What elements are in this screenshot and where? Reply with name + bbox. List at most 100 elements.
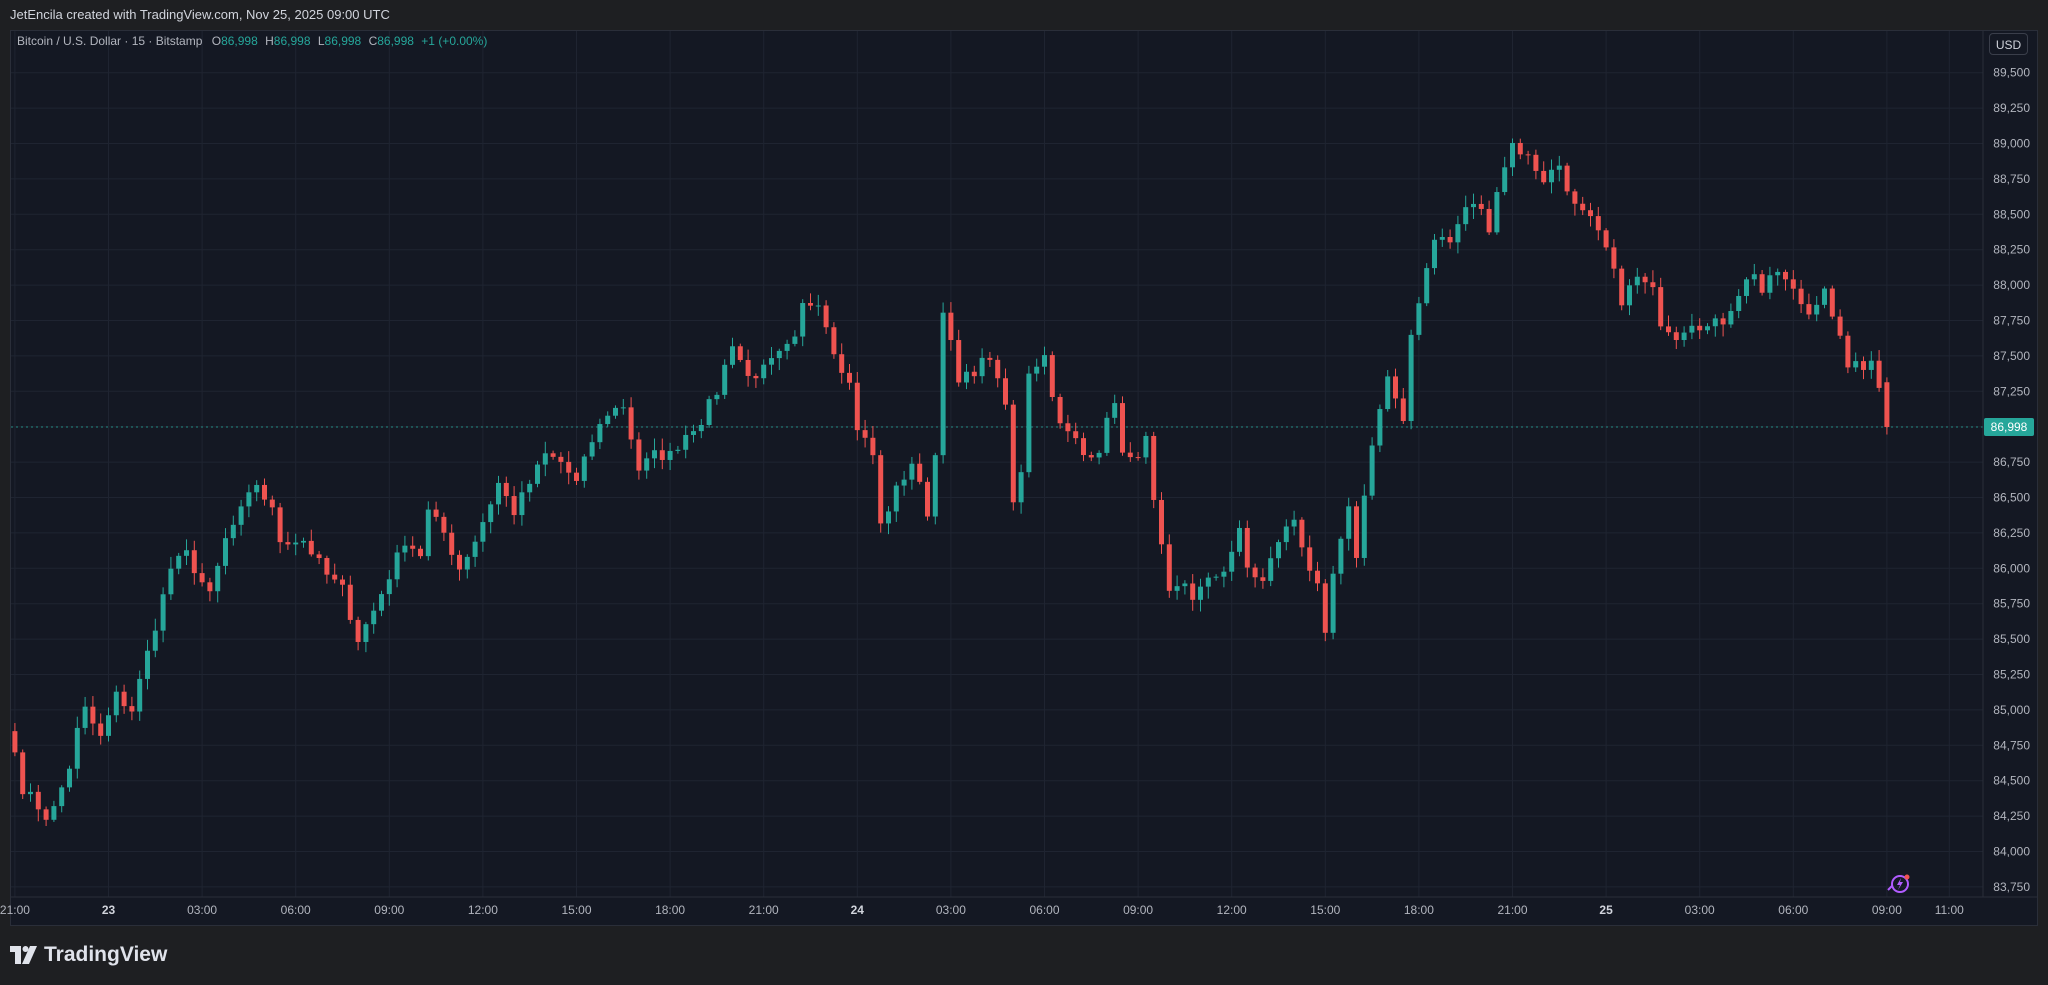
candle-body <box>1751 274 1757 280</box>
candle <box>207 577 213 602</box>
candle <box>1751 263 1757 286</box>
x-tick-label: 09:00 <box>1872 903 1902 917</box>
candle-body <box>324 558 330 575</box>
candle-body <box>1572 191 1578 204</box>
candle-body <box>1198 586 1203 600</box>
brand-logo[interactable]: TradingView <box>10 940 167 970</box>
symbol-title[interactable]: Bitcoin / U.S. Dollar · 15 · Bitstamp <box>17 34 203 48</box>
candle-body <box>878 455 884 524</box>
last-price-label: 86,998 <box>1984 417 2034 436</box>
candle-body <box>1580 203 1586 211</box>
candle <box>558 452 564 474</box>
candle-body <box>1619 268 1625 306</box>
candle <box>1369 437 1375 500</box>
candle <box>1354 501 1359 568</box>
candle-body <box>223 538 228 566</box>
ai-assistant-icon[interactable] <box>1886 872 1914 896</box>
candle <box>1868 351 1874 379</box>
candle <box>1829 285 1835 320</box>
candle-body <box>1393 376 1398 399</box>
candle <box>113 685 119 723</box>
candle-body <box>511 496 517 516</box>
candle <box>246 484 252 518</box>
candle-body <box>496 482 501 505</box>
x-tick-label: 12:00 <box>468 903 498 917</box>
candle-body <box>386 579 392 595</box>
candle-body <box>1853 361 1859 368</box>
candle-body <box>1252 567 1258 578</box>
candle <box>1299 517 1305 557</box>
candle <box>1806 293 1812 320</box>
candle-body <box>909 463 915 480</box>
candle-body <box>667 450 673 460</box>
candle <box>472 535 478 567</box>
tradingview-logo-icon <box>10 946 37 964</box>
candle-body <box>808 303 813 306</box>
candle-body <box>714 394 720 400</box>
candle <box>1127 442 1133 462</box>
candle-body <box>1143 435 1149 458</box>
candle-body <box>1205 577 1211 587</box>
candle <box>1018 464 1024 514</box>
candle-body <box>254 484 260 493</box>
candle <box>176 552 182 575</box>
candle <box>893 481 899 522</box>
candle <box>1619 265 1625 311</box>
candle <box>1603 228 1609 251</box>
time-axis[interactable]: 21:00 23 03:00 06:00 09:00 12:00 15:00 18:00 21:… <box>0 896 2037 917</box>
y-tick-label: 87,250 <box>1993 384 2030 398</box>
candle-body <box>1822 288 1827 305</box>
candle <box>644 452 650 479</box>
candle <box>1798 279 1804 313</box>
candle-body <box>893 485 899 512</box>
candle-body <box>558 456 564 462</box>
candle <box>230 515 236 546</box>
candle <box>519 481 525 526</box>
candle <box>106 707 111 742</box>
candle <box>293 533 299 556</box>
candle-body <box>1533 154 1539 171</box>
candle-body <box>418 548 423 557</box>
candle <box>909 456 915 490</box>
candle-body <box>932 455 938 517</box>
candle-body <box>152 630 158 651</box>
candle-body <box>1432 239 1437 269</box>
candle <box>1814 296 1820 322</box>
candle-body <box>1712 318 1718 327</box>
candle <box>160 587 166 643</box>
candle-body <box>98 723 104 736</box>
candle <box>1775 268 1781 286</box>
price-axis[interactable]: 89,500 89,250 89,000 88,750 88,500 88,250 88,0… <box>1982 31 2030 897</box>
x-tick-label: 06:00 <box>1029 903 1059 917</box>
candle-body <box>59 787 65 807</box>
candle-body <box>1744 279 1749 296</box>
candle <box>1861 356 1866 380</box>
candle <box>776 348 782 371</box>
candle <box>1065 414 1071 443</box>
candle-body <box>160 594 166 631</box>
candle-body <box>854 382 860 431</box>
candle <box>1190 574 1196 611</box>
candle <box>979 348 985 384</box>
candle <box>199 563 205 587</box>
symbol-legend[interactable]: Bitcoin / U.S. Dollar · 15 · Bitstamp O8… <box>17 34 487 48</box>
candle-body <box>823 305 829 328</box>
candle <box>1073 422 1079 445</box>
x-tick-label: 15:00 <box>561 903 591 917</box>
candle <box>1229 540 1235 581</box>
candle-body <box>1229 551 1235 572</box>
candle <box>1759 269 1765 296</box>
candle-body <box>129 706 135 712</box>
candle <box>589 434 595 461</box>
candle-body <box>1837 316 1843 336</box>
low-value: 86,998 <box>324 34 362 48</box>
x-tick-label: 21:00 <box>749 903 779 917</box>
candle-body <box>1322 583 1328 633</box>
candle <box>1502 156 1508 196</box>
candle-body <box>347 584 353 620</box>
candle <box>1697 318 1703 339</box>
candle <box>324 555 330 584</box>
currency-button[interactable]: USD <box>1989 33 2028 55</box>
candle-body <box>901 479 907 486</box>
